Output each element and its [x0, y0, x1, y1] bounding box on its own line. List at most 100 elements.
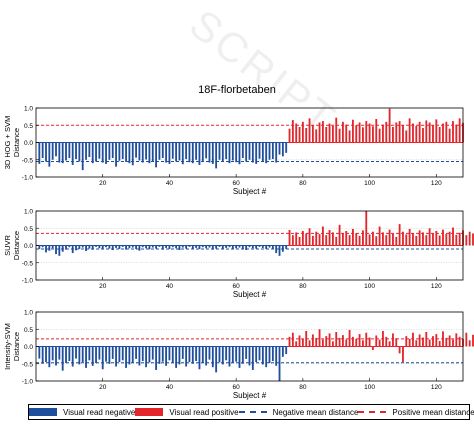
bar-negative [55, 245, 57, 255]
bar-negative [155, 142, 158, 168]
bar-negative [95, 346, 97, 364]
bar-negative [231, 346, 234, 364]
bar-negative [85, 245, 87, 252]
bar-negative [91, 142, 94, 164]
x-axis-label: Subject # [233, 290, 267, 299]
bar-negative [75, 245, 77, 251]
bar-positive [291, 332, 294, 347]
bar-positive [448, 231, 451, 246]
x-tick-label: 20 [99, 180, 107, 187]
bar-positive [405, 130, 408, 143]
bar-positive [338, 128, 341, 143]
bar-negative [198, 142, 201, 165]
bar-positive [372, 126, 374, 143]
bar-negative [251, 346, 254, 370]
bar-negative [278, 245, 281, 256]
bar-positive [348, 235, 351, 246]
x-tick-label: 60 [233, 283, 241, 290]
bar-positive [405, 336, 408, 347]
legend-swatch-negative [29, 408, 57, 416]
y-tick-label: -1.0 [22, 278, 34, 285]
bar-negative [211, 142, 214, 164]
bar-positive [355, 338, 358, 347]
bar-negative [205, 245, 208, 249]
bar-negative [125, 142, 127, 162]
bar-positive [331, 125, 334, 143]
bar-positive [365, 211, 368, 246]
bar-negative [221, 346, 224, 365]
bar-positive [341, 233, 344, 246]
bar-negative [238, 346, 241, 368]
bar-positive [321, 339, 324, 347]
bar-negative [121, 346, 124, 361]
bar-negative [151, 142, 154, 162]
bar-negative [141, 142, 144, 163]
bar-negative [161, 346, 164, 362]
bar-positive [298, 335, 301, 347]
bar-negative [228, 346, 231, 367]
bar-positive [348, 329, 351, 347]
x-tick-label: 120 [431, 180, 442, 187]
bar-negative [271, 245, 274, 250]
bar-positive [315, 231, 318, 246]
bar-negative [161, 142, 164, 159]
bar-negative [78, 142, 81, 162]
bar-negative [201, 142, 204, 162]
bar-positive [318, 122, 321, 143]
bar-negative [118, 142, 121, 161]
bar-negative [125, 346, 127, 368]
legend-label: Positive mean distance [392, 407, 474, 417]
bar-negative [255, 346, 258, 363]
bar-negative [251, 245, 254, 249]
bar-negative [165, 142, 168, 163]
x-tick-label: 20 [99, 384, 107, 391]
legend-item-negative-bar: Visual read negative [29, 408, 135, 417]
bar-negative [38, 142, 41, 164]
bar-positive [455, 234, 458, 246]
bar-negative [225, 245, 228, 248]
bar-negative [271, 142, 274, 160]
bar-negative [75, 142, 77, 160]
bar-positive [435, 119, 438, 143]
bar-positive [338, 337, 341, 347]
bar-negative [88, 346, 91, 361]
bar-negative [175, 245, 178, 249]
bar-positive [438, 126, 441, 143]
bar-positive [428, 339, 431, 347]
y-tick-label: -1.0 [22, 175, 34, 182]
bar-positive [315, 129, 318, 143]
bar-positive [445, 234, 448, 246]
bar-negative [268, 346, 271, 364]
bar-positive [472, 334, 474, 347]
bar-positive [392, 126, 394, 143]
bar-negative [255, 245, 258, 249]
bar-negative [278, 142, 281, 155]
bar-positive [425, 120, 428, 143]
x-tick-label: 60 [233, 384, 241, 391]
bar-positive [445, 337, 448, 347]
bar-positive [345, 124, 348, 143]
bar-negative [171, 245, 174, 248]
bar-negative [68, 346, 71, 361]
bar-negative [201, 245, 204, 248]
y-tick-label: 0.0 [24, 140, 33, 147]
bar-positive [448, 128, 451, 143]
bar-negative [155, 245, 158, 249]
bar-positive [412, 332, 414, 347]
bar-negative [88, 142, 91, 157]
bar-negative [111, 142, 114, 159]
x-tick-label: 100 [364, 180, 375, 187]
x-tick-label: 100 [364, 283, 375, 290]
bar-negative [151, 245, 154, 248]
bar-negative [61, 346, 64, 371]
bar-positive [362, 340, 364, 347]
legend-swatch-negative-mean [238, 411, 267, 413]
legend-label: Visual read positive [169, 407, 239, 417]
bar-positive [395, 236, 398, 246]
bar-negative [161, 245, 164, 250]
bar-positive [328, 123, 331, 143]
bar-negative [98, 346, 101, 360]
bar-negative [105, 245, 107, 248]
bar-negative [98, 245, 101, 249]
